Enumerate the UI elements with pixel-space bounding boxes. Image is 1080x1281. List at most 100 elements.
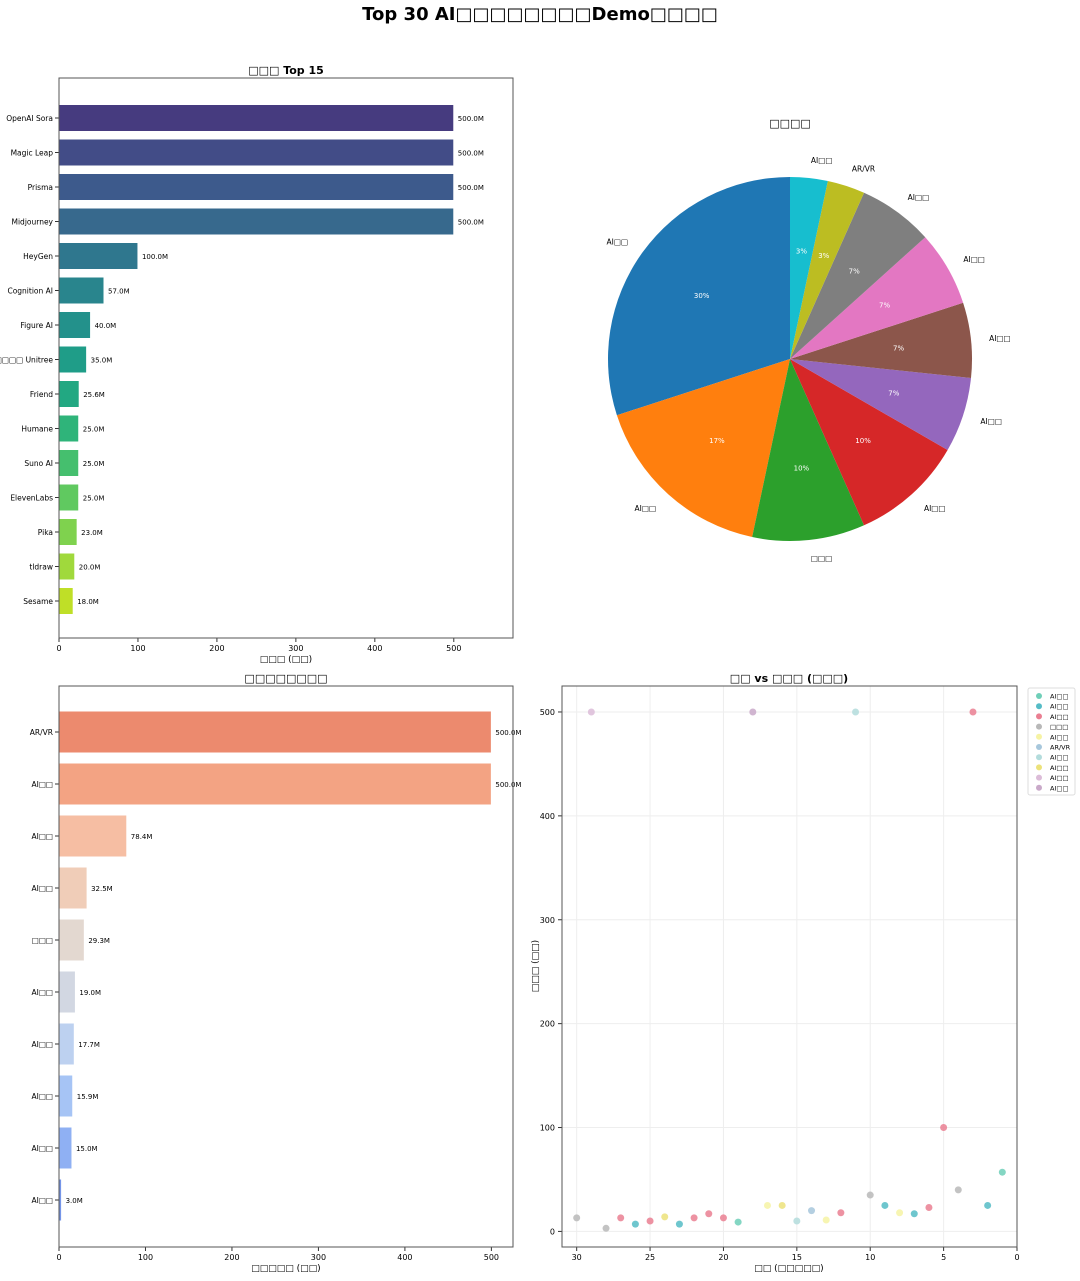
y-tick-label: Magic Leap <box>11 149 54 158</box>
y-tick-label: tldraw <box>29 563 53 572</box>
bar-value-label: 15.9M <box>77 1093 99 1101</box>
pie-slice <box>790 359 948 526</box>
legend-marker <box>1036 693 1042 699</box>
legend-label: AI□□ <box>1050 713 1069 721</box>
bar <box>58 173 455 201</box>
bar <box>58 414 80 443</box>
y-tick-label: 300 <box>540 916 555 925</box>
y-tick-label: AR/VR <box>30 728 53 737</box>
scatter-point <box>705 1210 713 1218</box>
pie-percent-label: 3% <box>818 252 829 260</box>
pie-slice <box>790 180 865 359</box>
legend-marker <box>1036 764 1042 771</box>
x-tick-label: 300 <box>311 1253 326 1262</box>
bar-value-label: 29.3M <box>88 937 110 945</box>
y-tick-label: Pika <box>38 528 53 537</box>
x-tick-label: 25 <box>645 1253 655 1262</box>
y-tick-label: 0 <box>550 1227 555 1236</box>
scatter-point <box>719 1214 727 1222</box>
bar <box>58 449 80 477</box>
rank-scatter-chart: □□ vs □□□ (□□□) □□ (□□□□□) □□□ (□□) 30 25… <box>531 672 1076 1274</box>
scatter-point <box>602 1224 610 1232</box>
x-tick-label: 15 <box>792 1253 802 1262</box>
bar <box>58 1074 74 1118</box>
pie-percent-label: 7% <box>893 345 904 353</box>
bar <box>58 518 78 546</box>
y-tick-label: AI□□ <box>31 780 53 789</box>
y-tick-label: Prisma <box>28 183 53 192</box>
bar-value-label: 500.0M <box>458 115 484 123</box>
y-tick-label: □□□□ Unitree <box>0 356 53 365</box>
pie-category-label: AI□□ <box>980 417 1002 426</box>
bar <box>58 207 455 236</box>
legend-marker <box>1036 754 1042 761</box>
scatter-point <box>940 1124 948 1132</box>
x-tick-label: 100 <box>130 644 145 653</box>
scatter-point <box>617 1214 625 1222</box>
pie-category-label: AI□□ <box>924 504 946 513</box>
x-tick-label: 20 <box>718 1253 728 1262</box>
chart-title: □□ vs □□□ (□□□) <box>730 672 848 685</box>
bar-value-label: 57.0M <box>108 288 130 296</box>
legend-label: AI□□ <box>1050 703 1069 711</box>
bar <box>58 552 76 581</box>
bar <box>58 866 88 910</box>
pie-slice <box>790 237 964 359</box>
x-axis-label: □□ (□□□□□) <box>754 1264 823 1274</box>
y-tick-label: Sesame <box>23 597 53 606</box>
bar <box>58 710 492 754</box>
pie-category-label: AI□□ <box>908 193 930 202</box>
bar-value-label: 3.0M <box>66 1197 83 1205</box>
y-tick-label: Friend <box>30 390 53 399</box>
scatter-point <box>661 1213 669 1221</box>
y-tick-label: Figure AI <box>20 321 53 330</box>
y-axis-label: □□□ (□□) <box>531 940 541 992</box>
x-tick-label: 400 <box>397 1253 412 1262</box>
bar-value-label: 100.0M <box>142 253 168 261</box>
y-tick-label: 200 <box>540 1020 555 1029</box>
pie-percent-label: 30% <box>694 292 710 300</box>
scatter-point <box>675 1220 683 1228</box>
pie-percent-label: 7% <box>879 301 890 309</box>
bar <box>58 918 85 962</box>
pie-category-label: AI□□ <box>635 504 657 513</box>
bar <box>58 242 139 270</box>
y-tick-label: HeyGen <box>23 252 53 261</box>
scatter-point <box>881 1201 889 1209</box>
y-tick-label: 500 <box>540 708 555 717</box>
x-tick-label: 200 <box>209 644 224 653</box>
bar <box>58 483 80 512</box>
bar <box>58 311 92 339</box>
bar-value-label: 35.0M <box>91 357 113 365</box>
scatter-point <box>896 1209 904 1217</box>
y-tick-label: AI□□ <box>31 832 53 841</box>
pie-slice <box>790 177 828 359</box>
x-tick-label: 10 <box>865 1253 875 1262</box>
legend-label: AI□□ <box>1050 764 1069 772</box>
scatter-point <box>837 1209 845 1217</box>
bar-value-label: 25.0M <box>83 460 105 468</box>
pie-percent-label: 10% <box>855 437 871 445</box>
bar-value-label: 25.0M <box>83 495 105 503</box>
bar <box>58 762 492 806</box>
bar-value-label: 500.0M <box>458 184 484 192</box>
bar <box>58 814 128 858</box>
y-tick-label: Suno AI <box>24 459 53 468</box>
pie-slice <box>790 359 972 450</box>
category-avg-bar-chart: □□□□□□□□ □□□□□ (□□) 0 100 200 300 400 500 500.… <box>30 672 522 1274</box>
scatter-point <box>631 1220 639 1228</box>
x-tick-label: 5 <box>941 1253 946 1262</box>
scatter-point <box>808 1207 816 1215</box>
legend-label: AI□□ <box>1050 774 1069 782</box>
bar-value-label: 15.0M <box>76 1145 98 1153</box>
x-axis-label: □□□ (□□) <box>260 655 312 665</box>
bar-value-label: 25.6M <box>83 391 105 399</box>
pie-percent-label: 10% <box>794 465 810 473</box>
scatter-point <box>910 1210 918 1218</box>
bar-value-label: 19.0M <box>79 989 101 997</box>
x-tick-label: 0 <box>1014 1253 1019 1262</box>
scatter-point <box>778 1201 786 1209</box>
scatter-point <box>690 1214 698 1222</box>
pie-category-label: AI□□ <box>607 237 629 246</box>
